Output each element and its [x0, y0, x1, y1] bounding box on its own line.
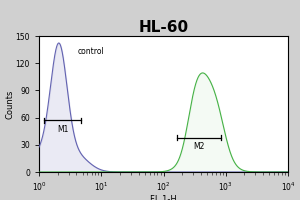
Y-axis label: Counts: Counts — [5, 89, 14, 119]
Text: control: control — [78, 47, 104, 56]
Text: M2: M2 — [193, 142, 205, 151]
Text: M1: M1 — [57, 125, 68, 134]
Title: HL-60: HL-60 — [138, 20, 189, 35]
X-axis label: FL 1-H: FL 1-H — [150, 195, 177, 200]
